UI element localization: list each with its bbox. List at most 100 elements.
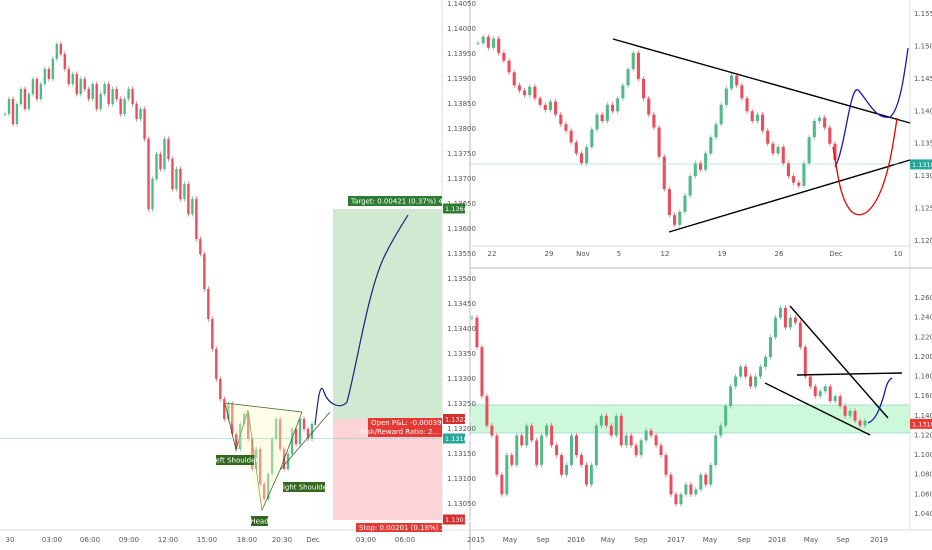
candle-body <box>274 419 278 439</box>
candle-body <box>302 419 306 429</box>
candle-body <box>79 79 82 94</box>
candle-body <box>143 109 146 139</box>
time-tick-label: 26 <box>775 250 784 258</box>
candle-body <box>729 386 733 406</box>
price-tick-label: 1.13900 <box>447 75 476 83</box>
candle-body <box>654 435 658 446</box>
price-tag: 1.13019 <box>445 516 472 524</box>
candle-body <box>497 38 501 53</box>
price-tick-label: 1.13550 <box>447 250 476 258</box>
price-tag: 1.13181 <box>445 435 472 443</box>
candle-body <box>475 317 479 348</box>
candle-body <box>783 307 787 328</box>
candle-body <box>266 474 270 499</box>
candle-body <box>294 429 298 444</box>
candle-body <box>115 89 118 99</box>
candle-body <box>828 127 832 144</box>
candle-body <box>642 78 646 99</box>
price-tick-label: 1.13850 <box>447 100 476 108</box>
candle-body <box>167 139 170 159</box>
price-tick-label: 1.22000 <box>914 333 932 341</box>
candle-body <box>634 445 638 456</box>
candle-body <box>63 54 67 69</box>
price-tick-label: 1.13600 <box>447 225 476 233</box>
price-tag-box <box>443 514 465 525</box>
time-tick-label: 09:00 <box>119 536 139 544</box>
candle-body <box>657 127 661 157</box>
candle-body <box>750 111 754 122</box>
candle-body <box>689 484 693 495</box>
candle-body <box>764 356 767 367</box>
time-tick-label: 2016 <box>567 536 585 544</box>
candle-body <box>155 154 158 179</box>
candle-body <box>786 163 790 177</box>
time-tick-label: May <box>503 536 517 544</box>
price-tick-label: 1.13500 <box>914 140 932 148</box>
stop-label: Stop: 0.00201 (0.18%) 20.1, ... <box>359 524 467 532</box>
stop-label-box <box>356 523 442 532</box>
candle-body <box>595 114 599 130</box>
candle-body <box>704 474 708 485</box>
candle-body <box>624 435 628 446</box>
price-tick-label: 1.26000 <box>914 294 932 302</box>
candle-body <box>111 89 114 104</box>
candle-body <box>833 396 837 402</box>
candle-body <box>564 124 568 131</box>
candle-body <box>729 75 734 89</box>
candle-body <box>863 420 867 426</box>
pattern-fill <box>225 403 302 510</box>
candle-body <box>699 474 703 490</box>
candle-body <box>793 317 797 323</box>
annotation-box <box>283 482 325 492</box>
price-tick-label: 1.10000 <box>914 451 932 459</box>
candle-body <box>485 396 489 426</box>
candle-body <box>179 169 182 199</box>
time-tick-label: 2017 <box>667 536 685 544</box>
candle-body <box>584 464 588 485</box>
candle-body <box>724 88 728 105</box>
candle-body <box>714 124 718 138</box>
price-tick-label: 1.13750 <box>447 150 476 158</box>
candle-body <box>15 104 19 124</box>
candle-body <box>828 386 832 402</box>
price-tick-label: 1.13100 <box>447 475 476 483</box>
candle-body <box>678 211 682 225</box>
price-tick-label: 1.08000 <box>914 471 932 479</box>
annotation-box <box>251 516 268 526</box>
price-tick-label: 1.14500 <box>914 75 932 83</box>
candle-body <box>480 347 484 397</box>
candle-body <box>823 117 827 128</box>
trend-line <box>764 382 871 436</box>
candle-body <box>247 414 250 439</box>
candle-body <box>131 89 134 104</box>
price-tick-label: 1.12000 <box>914 237 932 245</box>
candle-body <box>123 99 126 114</box>
candle-body <box>797 182 801 186</box>
candle-body <box>231 404 234 434</box>
price-tick-label: 1.24000 <box>914 314 932 322</box>
price-tick-label: 1.14000 <box>914 412 932 420</box>
time-tick-label: 29 <box>545 250 554 258</box>
candle-body <box>91 84 94 99</box>
candle-body <box>550 425 554 446</box>
projection-path <box>834 47 909 168</box>
candle-body <box>262 484 266 499</box>
candle-body <box>649 430 653 436</box>
annotation: Head <box>250 518 268 526</box>
candle-body <box>235 434 238 449</box>
candle-body <box>818 391 822 397</box>
time-tick-label: Sep <box>536 536 550 544</box>
candle-body <box>604 415 608 426</box>
candle-body <box>599 415 603 426</box>
candle-body <box>278 419 282 449</box>
neckline <box>224 402 303 413</box>
pnl-label-box <box>368 418 442 437</box>
price-tag: 1.13181 <box>912 161 932 169</box>
candle-body <box>848 410 852 416</box>
candle-body <box>621 85 625 99</box>
candle-body <box>258 449 262 484</box>
candle-body <box>798 322 802 348</box>
price-tick-label: 1.13200 <box>447 425 476 433</box>
candle-body <box>781 146 785 164</box>
time-tick-label: May <box>804 536 818 544</box>
